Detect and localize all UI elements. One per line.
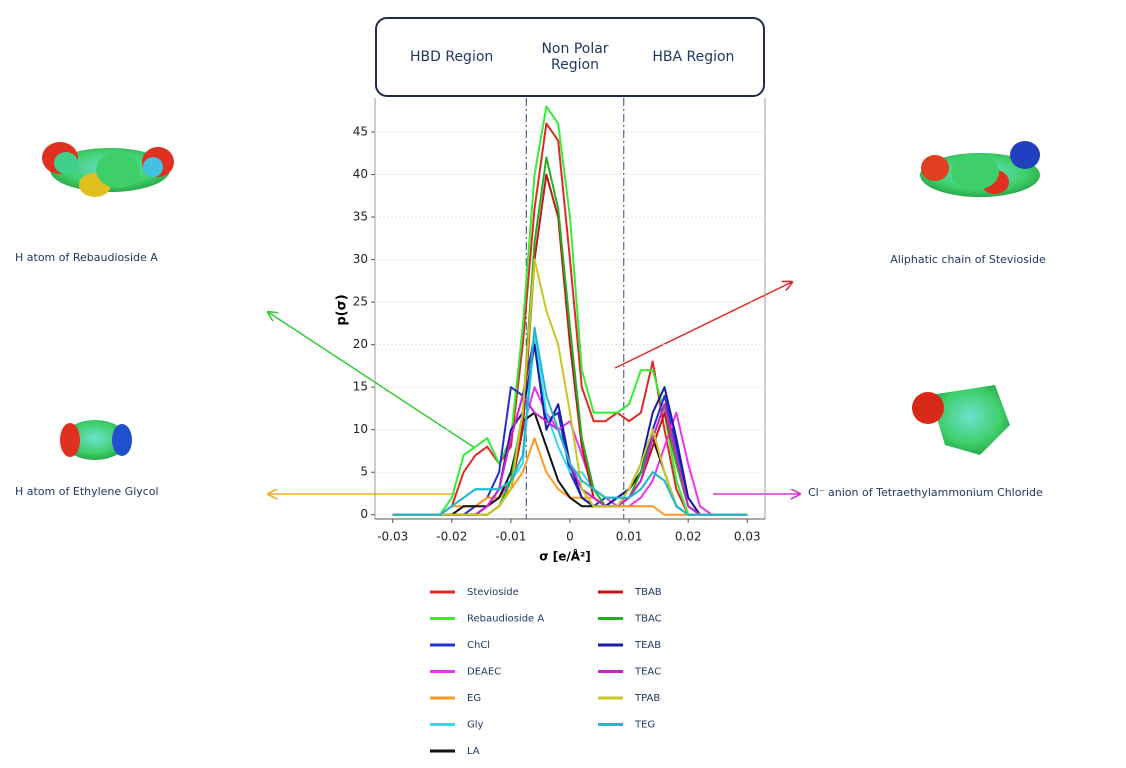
legend-label: EG	[467, 693, 481, 704]
legend-label: TEAC	[634, 667, 661, 678]
x-tick-label: 0.02	[675, 530, 702, 544]
annotation: Cl⁻ anion of Tetraethylammonium Chloride	[808, 486, 1043, 499]
y-tick-label: 15	[353, 380, 368, 394]
legend-label: TBAB	[634, 587, 662, 598]
legend-label: TEAB	[634, 640, 661, 651]
x-tick-label: -0.03	[377, 530, 408, 544]
region-label: HBD Region	[377, 19, 526, 95]
y-tick-label: 35	[353, 210, 368, 224]
legend-label: TEG	[634, 720, 655, 731]
y-tick-label: 45	[353, 125, 368, 139]
region-label: Non Polar Region	[526, 19, 624, 95]
x-tick-label: -0.01	[495, 530, 526, 544]
x-tick-label: -0.02	[436, 530, 467, 544]
chart: p(σ) σ [e/Å²] 0 5 10 15 20 25 30 35 40 45 -0.03 -0.…	[0, 0, 1126, 768]
x-tick-label: 0.03	[734, 530, 761, 544]
annotation: H atom of Ethylene Glycol	[15, 485, 159, 498]
series-line	[393, 107, 748, 515]
y-tick-label: 5	[360, 465, 368, 479]
legend-label: Rebaudioside A	[467, 614, 544, 625]
legend-label: TPAB	[634, 693, 660, 704]
y-axis-title: p(σ)	[335, 294, 350, 325]
y-tick-label: 10	[353, 422, 368, 436]
molecule-chloride	[912, 385, 1010, 455]
y-tick-label: 30	[353, 252, 368, 266]
legend-label: Gly	[467, 720, 484, 731]
series-line	[393, 260, 748, 515]
legend-label: LA	[467, 746, 480, 757]
molecule-stevioside	[920, 141, 1040, 197]
annotation: Aliphatic chain of Stevioside	[890, 253, 1046, 266]
legend-label: Stevioside	[467, 587, 519, 598]
page: {"chart_data": {"type": "line", "x_label…	[0, 0, 1126, 768]
y-tick-label: 20	[353, 337, 368, 351]
molecule-ethylene-glycol	[60, 420, 132, 460]
molecule-rebaudioside	[42, 142, 174, 197]
legend-label: TBAC	[634, 614, 662, 625]
series-line	[393, 438, 748, 515]
x-axis-title: σ [e/Å²]	[539, 549, 591, 564]
legend-label: DEAEC	[467, 667, 501, 678]
x-tick-label: 0	[566, 530, 574, 544]
y-tick-label: 40	[353, 167, 368, 181]
arrow	[268, 312, 475, 448]
series-line	[393, 387, 748, 515]
legend-label: ChCl	[467, 640, 490, 651]
region-label: HBA Region	[624, 19, 763, 95]
x-tick-label: 0.01	[616, 530, 643, 544]
y-tick-label: 25	[353, 295, 368, 309]
y-tick-label: 0	[360, 507, 368, 521]
annotation: H atom of Rebaudioside A	[15, 251, 158, 264]
